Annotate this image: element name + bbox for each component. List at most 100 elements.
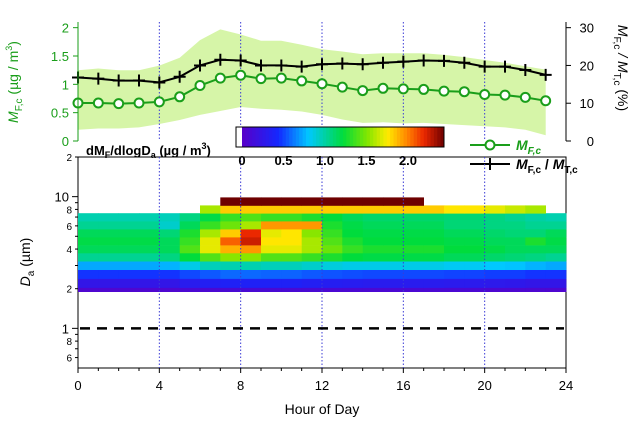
colorbar-cell <box>312 127 317 147</box>
heatmap-cell <box>139 228 160 238</box>
heatmap-cell <box>200 205 221 214</box>
heatmap-cell <box>261 278 282 288</box>
ratio-point <box>397 55 410 68</box>
heatmap-cell <box>139 221 160 230</box>
ratio-point <box>356 58 369 71</box>
heatmap-cell <box>444 205 465 214</box>
ratio-point <box>499 60 511 73</box>
heatmap-cell <box>220 287 241 292</box>
heatmap-cell <box>403 197 424 206</box>
heatmap-cell <box>78 287 99 292</box>
heatmap-cell <box>505 245 526 254</box>
heatmap-cell <box>118 228 140 238</box>
heatmap-cell <box>220 237 241 246</box>
heatmap-cell <box>159 278 180 288</box>
colorbar-tick-label: 0 <box>238 153 245 168</box>
mfc-point <box>316 78 328 90</box>
heatmap-cell <box>281 278 302 288</box>
heatmap-cell <box>78 261 99 270</box>
heatmap-cell <box>322 197 343 206</box>
heatmap-cell <box>362 228 384 238</box>
heatmap-cell <box>261 252 282 262</box>
heatmap-cell <box>342 269 363 279</box>
colorbar-cell <box>440 127 445 147</box>
heatmap-cell <box>545 287 567 292</box>
heatmap-cell <box>98 261 119 270</box>
heatmap-cell <box>322 237 343 246</box>
colorbar-cell <box>380 127 384 147</box>
heatmap-cell <box>240 213 262 222</box>
heatmap-cell <box>159 269 180 279</box>
ratio-point <box>214 53 227 66</box>
colorbar-cell <box>275 127 280 147</box>
heatmap-cell <box>98 228 119 238</box>
mfc-series-markers <box>72 69 552 110</box>
colorbar-cell <box>420 127 425 147</box>
heatmap-cell <box>118 252 140 262</box>
heatmap-cell <box>525 245 546 254</box>
colorbar-cell <box>258 127 263 147</box>
heatmap-cell <box>139 287 160 292</box>
ratio-series-markers <box>72 53 552 89</box>
ratio-point <box>92 72 105 85</box>
heatmap-cell <box>200 228 221 238</box>
heatmap-cell <box>220 213 241 222</box>
colorbar-cell <box>245 127 250 147</box>
colorbar-cell <box>427 127 432 147</box>
heatmap-cell <box>383 245 404 254</box>
heatmap-cell <box>403 261 424 270</box>
heatmap-cell <box>281 245 302 254</box>
colorbar-cell <box>295 127 300 147</box>
heatmap-cell <box>240 269 262 279</box>
y-minor-tick-label: 8 <box>66 205 72 216</box>
heatmap-cell <box>362 278 384 288</box>
heatmap-cell <box>545 221 567 230</box>
colorbar-cell <box>393 127 398 147</box>
colorbar-empty <box>236 127 242 147</box>
heatmap-cell <box>484 278 506 288</box>
heatmap-cell <box>464 261 485 270</box>
colorbar-cell <box>400 127 405 147</box>
colorbar-cell <box>262 127 267 147</box>
heatmap-cell <box>505 213 526 222</box>
heatmap-cell <box>139 261 160 270</box>
heatmap-cell <box>78 269 99 279</box>
heatmap-cell <box>383 205 404 214</box>
left-tick-label: 0.5 <box>51 106 69 121</box>
colorbar-cell <box>407 127 411 147</box>
legend-mfc-label: MF,c <box>516 137 541 157</box>
legend-mfc-marker <box>484 139 496 151</box>
colorbar-cell <box>359 127 364 147</box>
colorbar-frame <box>235 126 445 148</box>
colorbar-cell <box>279 127 283 147</box>
heatmap-cell <box>403 287 424 292</box>
mfc-point <box>519 91 531 103</box>
colorbar-cell <box>366 127 371 147</box>
colorbar-cell <box>316 127 320 147</box>
heatmap-cell <box>261 205 282 214</box>
heatmap-cell <box>98 245 119 254</box>
colorbar-cell <box>417 127 421 147</box>
heatmap-cell <box>484 269 506 279</box>
heatmap-cell <box>505 261 526 270</box>
heatmap-cell <box>444 213 465 222</box>
heatmap-cell <box>301 205 323 214</box>
heatmap-cell <box>139 237 160 246</box>
ratio-point <box>519 63 532 76</box>
heatmap-cell <box>200 287 221 292</box>
heatmap-cell <box>362 197 384 206</box>
heatmap-cell <box>179 221 201 230</box>
heatmap-cell <box>403 278 424 288</box>
ratio-point <box>539 68 552 81</box>
heatmap-cell <box>200 261 221 270</box>
heatmap-cell <box>403 269 424 279</box>
heatmap-cell <box>200 221 221 230</box>
colorbar-cell <box>339 127 344 147</box>
heatmap-cell <box>545 252 567 262</box>
colorbar-cell <box>272 127 277 147</box>
heatmap-cell <box>281 228 302 238</box>
mfc-point <box>438 85 450 97</box>
heatmap-cell <box>484 261 506 270</box>
heatmap-cell <box>362 213 384 222</box>
